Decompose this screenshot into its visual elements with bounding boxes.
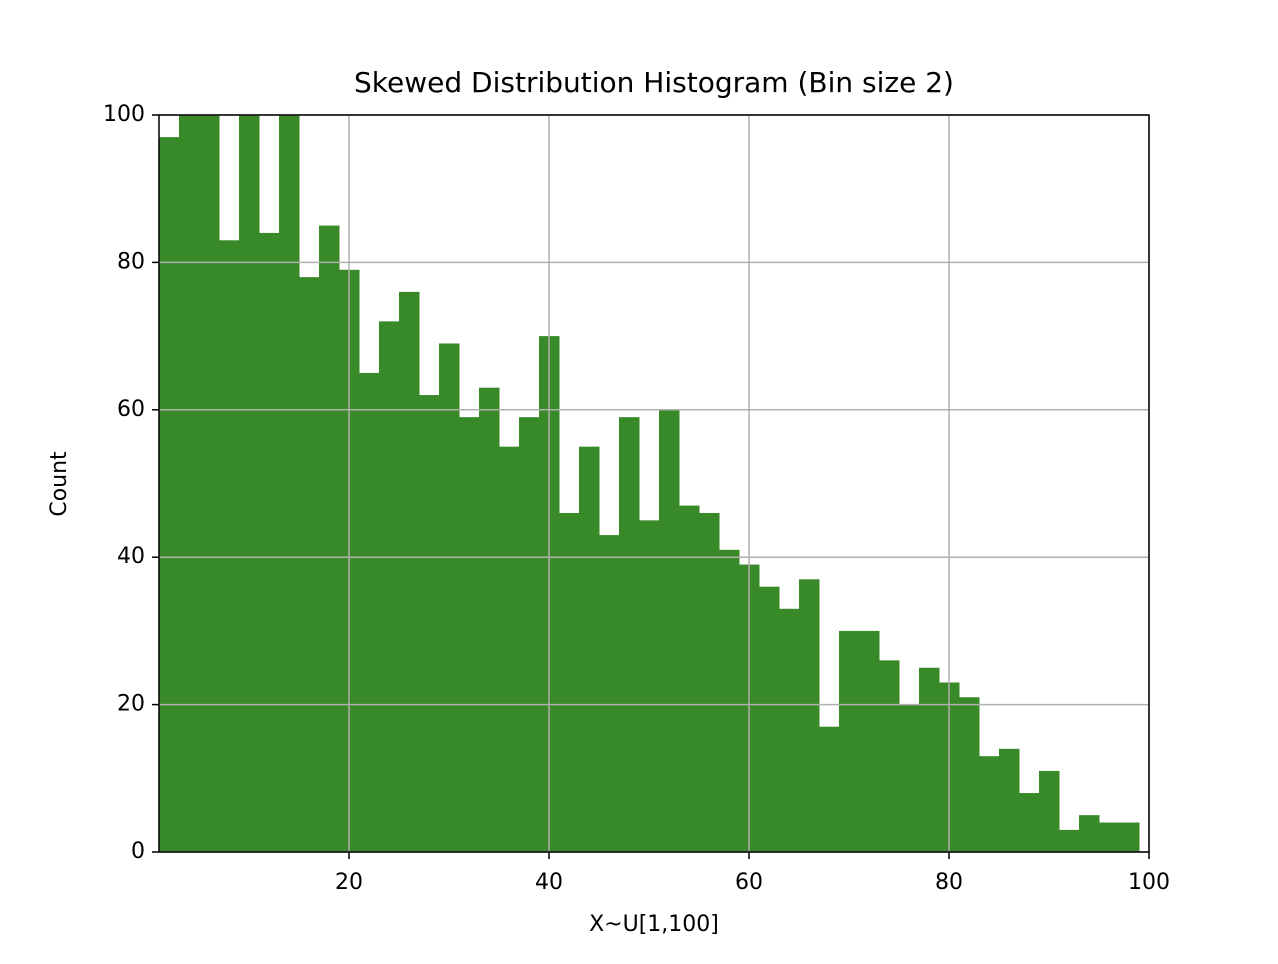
x-axis-label: X~U[1,100] [589, 912, 719, 937]
bar [999, 748, 1020, 852]
bar [839, 630, 860, 852]
bar [279, 115, 300, 852]
x-tick-label: 40 [535, 870, 563, 895]
bar [639, 520, 660, 852]
x-tick-label: 80 [935, 870, 963, 895]
bar [699, 512, 720, 852]
y-tick-label: 0 [131, 839, 145, 864]
bar [359, 372, 380, 852]
bar [239, 115, 260, 852]
y-tick-label: 100 [103, 102, 145, 127]
bar [419, 395, 440, 852]
bar [259, 232, 280, 852]
bar [199, 115, 220, 852]
x-tick-label: 20 [335, 870, 363, 895]
x-tick-label: 100 [1128, 870, 1170, 895]
bar [1019, 793, 1040, 852]
bar [559, 512, 580, 852]
bar [219, 240, 240, 852]
bar [1059, 829, 1080, 852]
y-tick-label: 80 [117, 249, 145, 274]
bar [1039, 770, 1060, 852]
bar [459, 417, 480, 852]
bar [919, 667, 940, 852]
y-tick-label: 40 [117, 544, 145, 569]
bar [659, 409, 680, 852]
bar [1079, 815, 1100, 852]
bar [1119, 822, 1140, 852]
bar [179, 115, 200, 852]
bar [579, 446, 600, 852]
bar [499, 446, 520, 852]
bar [819, 726, 840, 852]
bar [379, 321, 400, 852]
chart-title: Skewed Distribution Histogram (Bin size … [354, 66, 954, 99]
bar [759, 586, 780, 852]
bar [959, 697, 980, 852]
plot-frame [158, 114, 1150, 853]
bar [319, 225, 340, 852]
bar [399, 291, 420, 852]
bar [979, 756, 1000, 852]
bar [479, 387, 500, 852]
bar [519, 417, 540, 852]
bar [799, 579, 820, 852]
bar [439, 343, 460, 852]
bar [679, 505, 700, 852]
x-tick-label: 60 [735, 870, 763, 895]
bar [159, 137, 180, 852]
bar [879, 660, 900, 852]
bar [1099, 822, 1120, 852]
bar [899, 704, 920, 852]
bar [619, 417, 640, 852]
y-axis-label: Count [47, 451, 72, 517]
bar [599, 535, 620, 852]
y-tick-label: 20 [117, 692, 145, 717]
bar [719, 549, 740, 852]
bars [159, 115, 1140, 852]
bar [299, 277, 320, 852]
y-tick-label: 60 [117, 397, 145, 422]
bar [779, 608, 800, 852]
bar [859, 630, 880, 852]
